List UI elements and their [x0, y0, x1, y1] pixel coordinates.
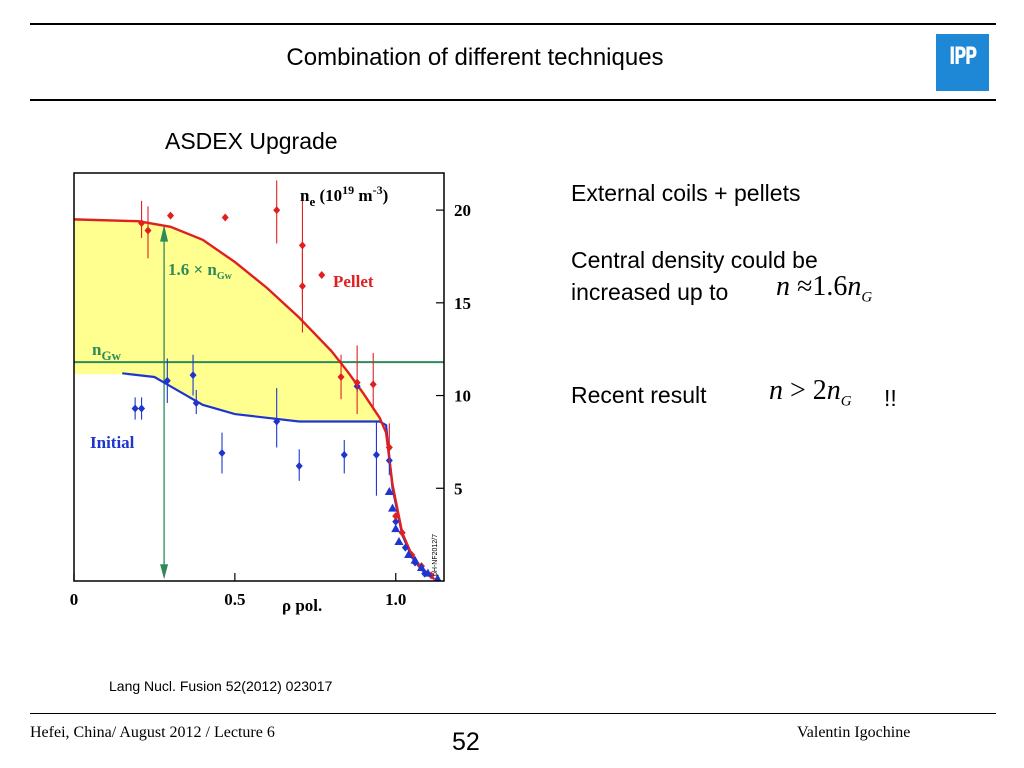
- arrow-head-up: [160, 224, 169, 242]
- pellet-point-10: [369, 380, 377, 389]
- text-central-density: Central density could be: [571, 247, 818, 273]
- formula-1-6-ng: n ≈1.6nG: [776, 272, 872, 313]
- initial-triangle-1: [388, 503, 398, 512]
- f1-lhs: n: [776, 271, 790, 302]
- y-tick-label-5: 5: [454, 479, 463, 498]
- ngw-label-n: n: [92, 340, 102, 359]
- ipp-logo: IPP: [936, 34, 989, 91]
- ylabel-part-open: (10: [315, 186, 342, 205]
- f1-op: ≈: [797, 271, 813, 302]
- header-top-rule: [30, 23, 996, 25]
- f1-sub: G: [861, 289, 873, 306]
- f2-coef: 2: [812, 375, 827, 406]
- footer-left: Hefei, China/ August 2012 / Lecture 6: [30, 724, 275, 741]
- text-recent-result: Recent result: [571, 382, 707, 408]
- initial-point-6: [273, 417, 281, 426]
- f1-coef: 1.6: [812, 271, 848, 302]
- text-increased-up-to: increased up to: [571, 279, 729, 305]
- chart-subtitle: ASDEX Upgrade: [165, 128, 338, 154]
- y-tick-label-15: 15: [454, 294, 471, 313]
- f2-lhs: n: [769, 375, 783, 406]
- series-label-pellet: Pellet: [333, 272, 374, 291]
- x-tick-label-0: 0: [70, 590, 79, 609]
- ylabel-part-n: n: [300, 186, 310, 205]
- pellet-point-8: [337, 373, 345, 381]
- f2-var: n: [826, 375, 841, 406]
- density-gain-fill: [74, 219, 387, 433]
- ylabel-part-e: e: [309, 194, 315, 209]
- initial-point-8: [340, 450, 348, 459]
- series-label-initial: Initial: [90, 433, 135, 452]
- f2-op: >: [790, 375, 806, 406]
- x-axis-label: ρ pol.: [282, 596, 322, 615]
- ylabel-part-exp: -3: [373, 183, 383, 197]
- pellet-point-12: [392, 512, 400, 521]
- pellet-point-7: [318, 271, 326, 279]
- ngw-label: nGw: [92, 340, 122, 363]
- initial-point-4: [192, 398, 200, 407]
- arrow-label-main: 1.6 × n: [168, 260, 217, 279]
- pellet-point-11: [385, 443, 393, 452]
- initial-point-2: [163, 376, 171, 385]
- ngw-label-sub: Gw: [101, 348, 121, 363]
- page-number: 52: [452, 728, 480, 756]
- pellet-point-1: [144, 226, 152, 235]
- slide-title: Combination of different techniques: [286, 44, 664, 71]
- initial-triangle-2: [391, 524, 401, 533]
- initial-triangle-5: [410, 555, 420, 564]
- initial-triangle-4: [404, 550, 414, 559]
- pellet-point-3: [221, 213, 229, 222]
- ylabel-part-m: m: [354, 186, 372, 205]
- pellet-point-5: [298, 241, 306, 250]
- watermark: pH-NF2012/7: [432, 534, 439, 576]
- initial-point-10: [372, 450, 380, 459]
- footer-rule: [30, 713, 996, 714]
- initial-point-5: [218, 449, 226, 458]
- footer-author: Valentin Igochine: [797, 724, 911, 741]
- pellet-point-0: [138, 219, 146, 228]
- initial-triangle-3: [394, 537, 404, 546]
- f1-var: n: [847, 271, 862, 302]
- ylabel-part-19: 19: [342, 183, 354, 197]
- initial-point-0: [131, 404, 139, 413]
- text-external-coils: External coils + pellets: [571, 180, 801, 206]
- x-tick-label-0.5: 0.5: [224, 590, 245, 609]
- initial-triangle-8: [433, 574, 442, 581]
- pellet-point-4: [273, 206, 281, 215]
- initial-point-1: [138, 404, 146, 413]
- logo-text: IPP: [949, 42, 977, 70]
- initial-point-12: [392, 517, 400, 526]
- header-bottom-rule: [30, 99, 996, 101]
- y-axis-label: ne (1019 m-3): [300, 183, 388, 209]
- plot-frame: [73, 172, 445, 582]
- ylabel-part-close: ): [383, 186, 389, 205]
- initial-point-7: [295, 462, 303, 471]
- initial-point-13: [401, 543, 409, 552]
- y-tick-label-10: 10: [454, 387, 471, 406]
- y-tick-label-20: 20: [454, 201, 471, 220]
- citation: Lang Nucl. Fusion 52(2012) 023017: [109, 678, 333, 694]
- initial-triangle-6: [416, 563, 426, 572]
- arrow-head-down: [160, 564, 169, 580]
- pellet-point-13: [398, 528, 406, 537]
- pellet-point-2: [167, 211, 175, 220]
- f2-sub: G: [840, 393, 852, 410]
- initial-point-3: [189, 371, 197, 380]
- pellet-curve: [74, 218, 436, 581]
- initial-triangle-7: [423, 568, 433, 577]
- x-tick-label-1.0: 1.0: [385, 590, 406, 609]
- arrow-label: 1.6 × nGw: [168, 260, 233, 282]
- formula-2-ng: n > 2nG: [769, 376, 852, 417]
- pellet-point-9: [353, 378, 361, 387]
- arrow-label-sub: Gw: [217, 271, 233, 282]
- initial-triangle-0: [384, 486, 394, 495]
- text-exclaim: !!: [884, 385, 897, 411]
- pellet-point-6: [298, 282, 306, 291]
